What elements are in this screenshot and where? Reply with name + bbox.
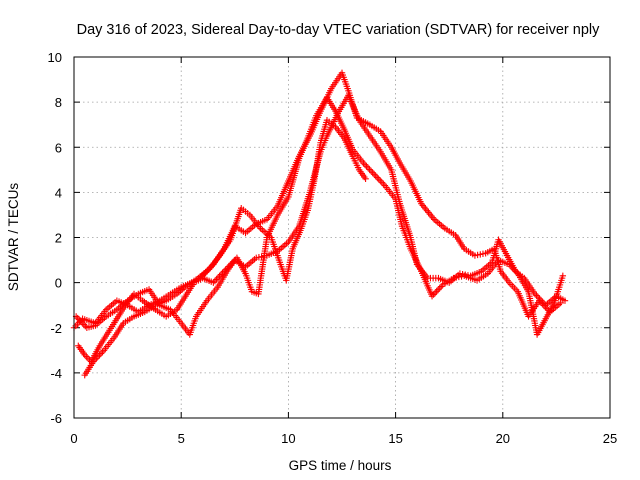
y-tick-label: 2 — [55, 231, 62, 246]
series-track-3 — [72, 94, 567, 338]
series-track-2 — [75, 92, 569, 365]
x-axis-label: GPS time / hours — [289, 458, 392, 473]
data-point — [367, 167, 375, 175]
data-points — [70, 69, 569, 379]
data-point — [363, 163, 370, 170]
data-point — [375, 175, 382, 183]
chart-title: Day 316 of 2023, Sidereal Day-to-day VTE… — [77, 22, 601, 38]
data-point — [436, 284, 443, 292]
data-point — [377, 177, 384, 184]
data-point — [366, 166, 373, 173]
data-point — [361, 161, 369, 168]
y-tick-label: -6 — [50, 411, 62, 426]
series-track-4 — [81, 116, 369, 379]
data-point — [369, 169, 376, 176]
y-tick-label: 6 — [55, 140, 62, 155]
data-point — [372, 172, 379, 180]
y-tick-label: 8 — [55, 95, 62, 110]
data-point — [431, 289, 439, 297]
x-tick-label: 15 — [388, 431, 402, 446]
data-point — [561, 297, 569, 304]
data-point — [438, 283, 445, 290]
data-point — [433, 288, 440, 295]
grid — [74, 57, 610, 418]
data-point — [364, 164, 372, 172]
x-tick-label: 10 — [281, 431, 295, 446]
data-point — [374, 174, 381, 181]
data-point — [362, 175, 369, 183]
data-point — [559, 272, 567, 280]
x-tick-label: 20 — [496, 431, 510, 446]
axis-ticks: 0 5 10 15 20 25 -6 -4 -2 0 2 4 6 8 10 — [48, 50, 618, 446]
y-tick-label: 4 — [55, 185, 62, 200]
data-point — [82, 322, 89, 330]
y-tick-label: -4 — [50, 366, 62, 381]
y-tick-label: -2 — [50, 321, 62, 336]
data-point — [378, 179, 386, 186]
data-point — [370, 171, 378, 178]
y-axis-label: SDTVAR / TECUs — [6, 183, 21, 292]
y-tick-label: 0 — [55, 276, 62, 291]
plot-frame — [73, 56, 611, 419]
data-point — [434, 286, 442, 293]
x-tick-label: 0 — [70, 431, 77, 446]
x-tick-label: 25 — [603, 431, 617, 446]
y-tick-label: 10 — [48, 50, 62, 65]
x-tick-label: 5 — [178, 431, 185, 446]
data-point — [380, 180, 387, 188]
